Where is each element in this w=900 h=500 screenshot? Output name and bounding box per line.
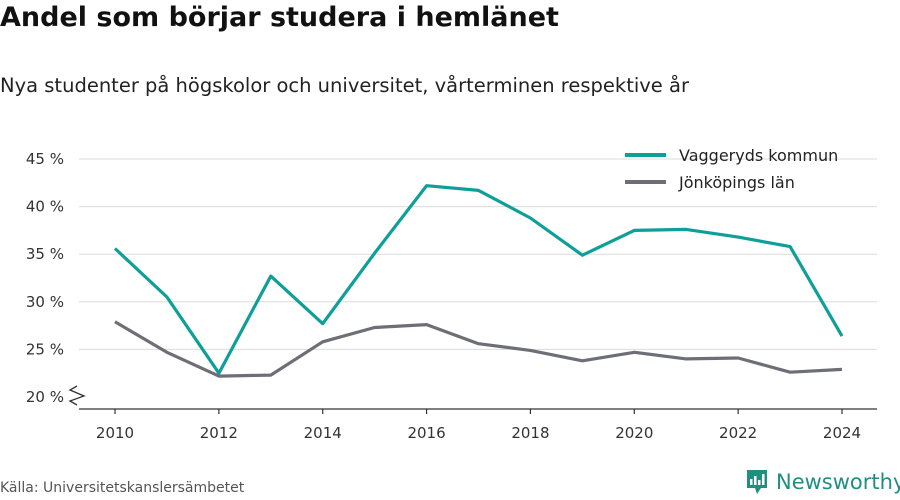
x-tick-label: 2014 [304, 424, 342, 442]
y-axis-ticks: 20 % 25 % 30 % 35 % 40 % 45 % [26, 150, 64, 406]
chart-subtitle: Nya studenter på högskolor och universit… [0, 74, 689, 97]
source-note: Källa: Universitetskanslersämbetet [0, 480, 245, 496]
x-tick-label: 2020 [615, 424, 653, 442]
chart-title: Andel som börjar studera i hemlänet [0, 2, 559, 33]
y-tick-label: 20 % [26, 388, 64, 406]
legend: Vaggeryds kommun Jönköpings län [625, 146, 838, 192]
x-tick-label: 2012 [200, 424, 238, 442]
x-tick-label: 2016 [407, 424, 445, 442]
x-tick-label: 2010 [96, 424, 134, 442]
y-tick-label: 45 % [26, 150, 64, 168]
series-lines [113, 184, 844, 378]
bar-chart-icon [747, 470, 767, 494]
series-line [114, 320, 843, 378]
legend-label: Jönköpings län [678, 173, 795, 192]
axis-break-icon [68, 385, 86, 406]
y-tick-label: 25 % [26, 340, 64, 358]
x-tick-label: 2018 [511, 424, 549, 442]
line-chart: 20 %25 %30 %35 %40 %45 % 2010 2012 2014 201… [26, 146, 877, 442]
x-tick-label: 2022 [719, 424, 757, 442]
legend-label: Vaggeryds kommun [679, 146, 838, 165]
y-tick-label: 35 % [26, 245, 64, 263]
brand-name: Newsworthy [776, 470, 900, 494]
x-axis-ticks: 2010 2012 2014 2016 2018 2020 2022 2024 [96, 409, 861, 442]
series-line [113, 184, 844, 375]
y-tick-label: 40 % [26, 198, 64, 216]
x-tick-label: 2024 [823, 424, 861, 442]
gridlines [68, 158, 877, 406]
y-tick-label: 30 % [26, 293, 64, 311]
brand-logo: Newsworthy [745, 468, 900, 496]
